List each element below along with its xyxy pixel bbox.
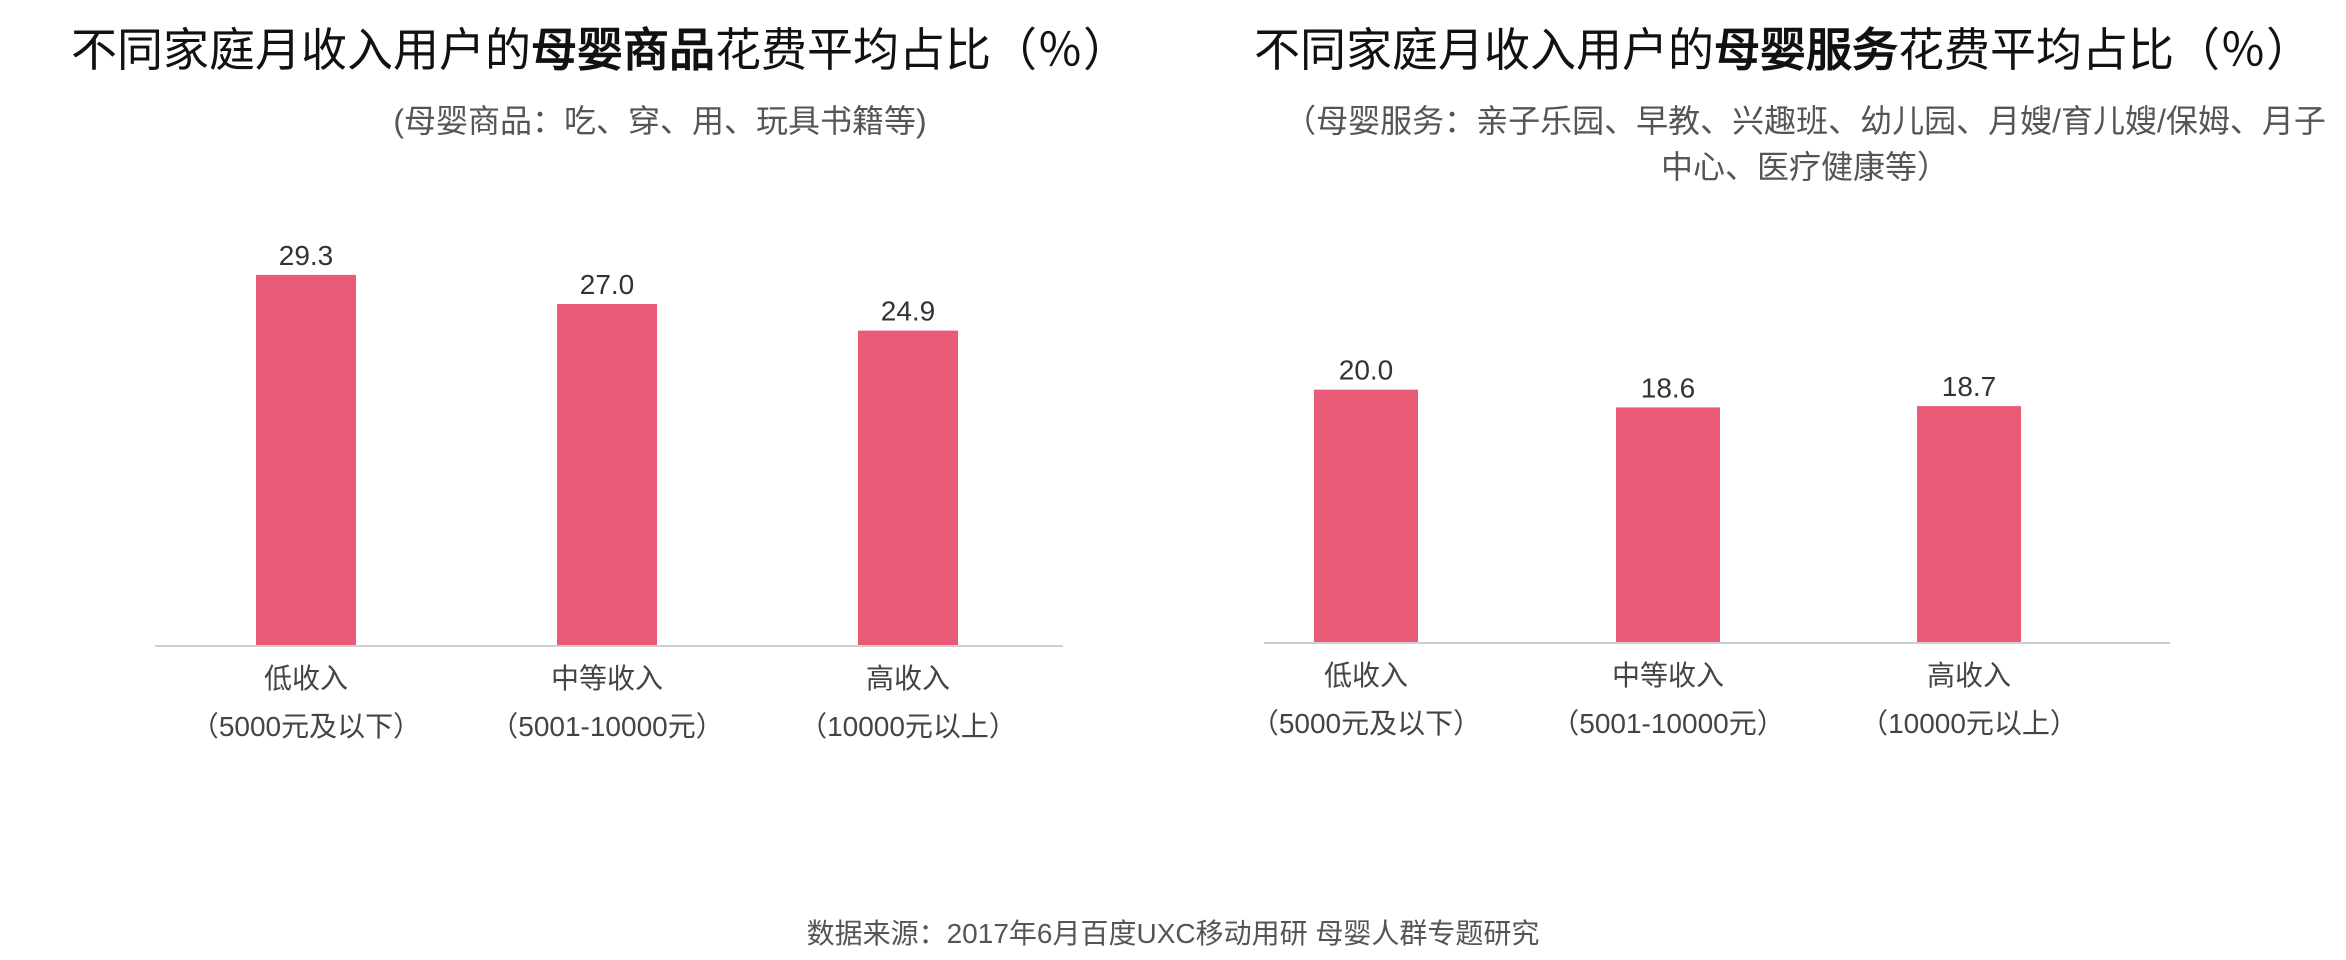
title-prefix: 不同家庭月收入用户的 bbox=[1254, 24, 1714, 76]
category-label: 高收入 bbox=[866, 663, 950, 694]
category-range-label: （10000元以上） bbox=[799, 711, 1017, 742]
bar-2 bbox=[557, 304, 657, 646]
category-range-label: （5000元及以下） bbox=[1251, 708, 1481, 739]
bar-3 bbox=[1917, 406, 2021, 643]
data-label: 27.0 bbox=[580, 269, 635, 300]
data-source-note: 数据来源：2017年6月百度UXC移动用研 母婴人群专题研究 bbox=[806, 918, 1540, 949]
bar-2 bbox=[1616, 407, 1720, 643]
title-emphasis: 母婴服务 bbox=[1714, 24, 1898, 76]
bar-chart-services: 20.0 低收入 （5000元及以下） 18.6 中等收入 （5001-10000元） 18… bbox=[1251, 355, 2170, 739]
category-label: 低收入 bbox=[264, 663, 348, 694]
category-range-label: （5001-10000元） bbox=[490, 711, 723, 742]
title-suffix: 花费平均占比（％） bbox=[715, 24, 1129, 76]
data-label: 18.6 bbox=[1641, 372, 1696, 403]
data-label: 18.7 bbox=[1942, 371, 1997, 402]
chart-subtitle: (母婴商品：吃、穿、用、玩具书籍等) bbox=[393, 103, 927, 139]
bar-3 bbox=[858, 330, 958, 646]
chart-title: 不同家庭月收入用户的母婴服务花费平均占比（％） bbox=[1220, 14, 2346, 80]
category-label: 高收入 bbox=[1927, 660, 2011, 691]
chart-subtitle: （母婴服务：亲子乐园、早教、兴趣班、幼儿园、月嫂/育儿嫂/保姆、月子中心、医疗健… bbox=[1284, 103, 2326, 185]
category-label: 中等收入 bbox=[1612, 660, 1724, 691]
title-prefix: 不同家庭月收入用户的 bbox=[71, 24, 531, 76]
title-emphasis: 母婴商品 bbox=[531, 24, 715, 76]
chart-title: 不同家庭月收入用户的母婴商品花费平均占比（％） bbox=[0, 14, 1200, 80]
bar-1 bbox=[1314, 389, 1418, 643]
category-range-label: （5000元及以下） bbox=[191, 711, 421, 742]
bar-1 bbox=[256, 274, 356, 646]
category-label: 中等收入 bbox=[551, 663, 663, 694]
data-label: 20.0 bbox=[1339, 355, 1394, 386]
data-label: 24.9 bbox=[881, 296, 936, 327]
category-label: 低收入 bbox=[1324, 660, 1408, 691]
data-label: 29.3 bbox=[279, 240, 334, 271]
title-suffix: 花费平均占比（％） bbox=[1898, 24, 2312, 76]
bar-chart-products: 29.3 低收入 （5000元及以下） 27.0 中等收入 （5001-10000元） 24… bbox=[155, 240, 1063, 742]
category-range-label: （5001-10000元） bbox=[1551, 708, 1784, 739]
category-range-label: （10000元以上） bbox=[1860, 708, 2078, 739]
